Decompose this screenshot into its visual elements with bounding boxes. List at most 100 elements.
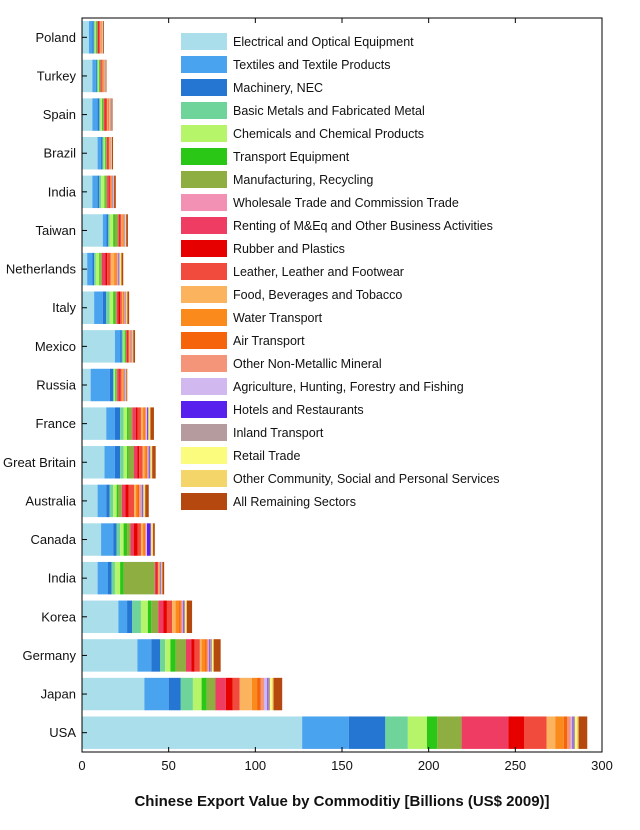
bar-segment-0-0: [82, 716, 303, 749]
bar-segment-6-19: [144, 484, 146, 518]
bar-segment-13-10: [120, 214, 122, 247]
bar-segment-9-19: [125, 368, 127, 402]
bar-segment-8-17: [147, 407, 149, 440]
bar-segment-10-5: [124, 330, 126, 363]
bar-segment-9-15: [124, 368, 125, 402]
bar-segment-0-6: [437, 716, 462, 749]
bar-segment-18-6: [96, 21, 98, 54]
bar-segment-17-1: [92, 59, 96, 93]
category-label-9: Russia: [36, 378, 77, 393]
bar-segment-9-17: [124, 368, 126, 402]
bar-segment-11-19: [126, 291, 128, 324]
bar-segment-0-3: [385, 716, 408, 749]
legend-label-14: Other Non-Metallic Mineral: [233, 357, 382, 371]
legend-label-8: Renting of M&Eq and Other Business Activ…: [233, 219, 493, 233]
bar-segment-15-10: [108, 136, 110, 170]
bar-segment-13-17: [124, 214, 126, 247]
bar-segment-13-6: [114, 214, 119, 247]
bar-segment-11-1: [94, 291, 103, 324]
bar-segment-6-15: [140, 484, 142, 518]
legend-label-0: Electrical and Optical Equipment: [233, 35, 414, 49]
legend-swatch-5: [181, 148, 227, 165]
bar-segment-16-0: [82, 98, 93, 131]
bar-segment-0-20: [578, 716, 588, 749]
bar-segment-7-16: [148, 446, 150, 479]
bar-segment-13-5: [113, 214, 115, 247]
bar-segment-6-18: [143, 484, 145, 518]
category-label-13: Taiwan: [36, 223, 76, 238]
bar-segment-11-2: [102, 291, 107, 324]
bar-segment-2-10: [194, 639, 200, 672]
bar-segment-12-15: [117, 252, 119, 286]
legend-swatch-1: [181, 56, 227, 73]
bar-segment-8-5: [127, 407, 129, 440]
bar-segment-9-10: [119, 368, 122, 402]
bar-segment-6-8: [121, 484, 126, 518]
bar-segment-3-6: [151, 600, 159, 634]
bar-segment-12-8: [101, 252, 106, 286]
bar-segment-8-20: [150, 407, 154, 440]
bar-segment-7-6: [128, 446, 134, 479]
bar-segment-0-13: [563, 716, 568, 749]
x-axis: 0 50 100 150 200 250 300: [78, 18, 613, 773]
bar-segment-10-20: [133, 330, 136, 363]
legend-label-15: Agriculture, Hunting, Forestry and Fishi…: [233, 380, 464, 394]
bar-segment-12-20: [121, 252, 124, 286]
bar-segment-5-8: [130, 523, 134, 556]
bar-segment-2-6: [175, 639, 186, 672]
bar-segment-4-0: [82, 561, 98, 595]
bar-segment-11-11: [121, 291, 123, 324]
bar-segment-3-1: [118, 600, 128, 634]
bar-segment-2-15: [208, 639, 210, 672]
bar-segment-3-2: [127, 600, 133, 634]
bar-segment-5-17: [150, 523, 152, 556]
bar-segment-0-1: [302, 716, 349, 749]
bar-segment-1-6: [206, 677, 216, 711]
bar-segment-4-20: [162, 561, 165, 595]
bar-segment-10-6: [125, 330, 127, 363]
bar-segment-5-20: [153, 523, 155, 556]
bar-segment-6-10: [128, 484, 134, 518]
bar-segment-5-15: [146, 523, 147, 556]
bar-segment-3-12: [175, 600, 180, 634]
legend-swatch-7: [181, 194, 227, 211]
bar-segment-14-11: [110, 175, 112, 209]
bar-segment-10-14: [130, 330, 132, 363]
bar-segment-2-1: [137, 639, 152, 672]
x-tick-label-6: 300: [591, 758, 613, 773]
legend-swatch-0: [181, 33, 227, 50]
bar-segment-6-11: [134, 484, 136, 518]
bar-segment-7-9: [137, 446, 140, 479]
bar-segment-11-14: [124, 291, 125, 324]
legend-swatch-17: [181, 424, 227, 441]
bar-segment-4-2: [108, 561, 112, 595]
bar-segment-1-11: [239, 677, 252, 711]
bar-segment-2-0: [82, 639, 138, 672]
bar-segment-2-19: [212, 639, 214, 672]
category-label-14: India: [48, 184, 77, 199]
bar-segment-18-2: [92, 21, 94, 54]
bar-segment-14-20: [114, 175, 116, 209]
legend-label-17: Inland Transport: [233, 426, 324, 440]
bar-segment-5-18: [151, 523, 153, 556]
bar-segment-10-9: [127, 330, 129, 363]
bar-segment-7-20: [152, 446, 156, 479]
bar-segment-4-4: [114, 561, 121, 595]
bar-segment-12-2: [92, 252, 95, 286]
bar-segment-9-13: [123, 368, 124, 402]
bar-segment-16-2: [97, 98, 100, 131]
x-tick-label-0: 0: [78, 758, 85, 773]
category-label-5: Canada: [30, 532, 76, 547]
bar-segment-1-16: [267, 677, 269, 711]
bar-segment-11-18: [126, 291, 127, 324]
bar-segment-7-11: [142, 446, 145, 479]
bar-segment-13-0: [82, 214, 103, 247]
bar-segment-16-11: [107, 98, 108, 131]
bar-segment-13-19: [125, 214, 127, 247]
bar-segment-6-4: [113, 484, 117, 518]
bar-segment-7-3: [120, 446, 124, 479]
bar-segment-10-8: [126, 330, 128, 363]
bar-segment-2-16: [209, 639, 211, 672]
bar-segment-1-10: [232, 677, 240, 711]
